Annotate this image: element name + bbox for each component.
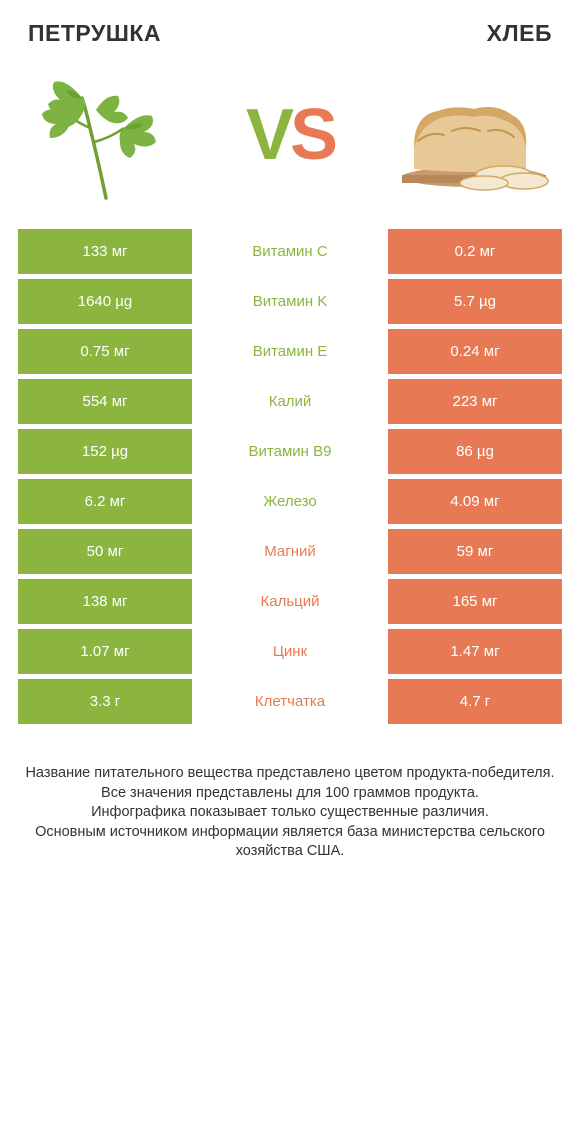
nutrient-label: Калий [192, 379, 388, 424]
left-value: 133 мг [18, 229, 192, 274]
table-row: 133 мгВитамин C0.2 мг [18, 229, 562, 274]
footer-line: Название питательного вещества представл… [22, 764, 558, 784]
left-value: 1640 µg [18, 279, 192, 324]
nutrient-label: Витамин B9 [192, 429, 388, 474]
left-value: 0.75 мг [18, 329, 192, 374]
table-row: 0.75 мгВитамин E0.24 мг [18, 329, 562, 374]
right-value: 0.2 мг [388, 229, 562, 274]
right-value: 4.09 мг [388, 479, 562, 524]
table-row: 6.2 мгЖелезо4.09 мг [18, 479, 562, 524]
table-row: 138 мгКальций165 мг [18, 579, 562, 624]
nutrient-table: 133 мгВитамин C0.2 мг 1640 µgВитамин K5.7… [18, 229, 562, 724]
vs-s: S [290, 94, 334, 176]
right-value: 0.24 мг [388, 329, 562, 374]
left-value: 1.07 мг [18, 629, 192, 674]
nutrient-label: Витамин K [192, 279, 388, 324]
vs-label: VS [246, 94, 334, 176]
footer-notes: Название питательного вещества представл… [18, 764, 562, 862]
left-value: 152 µg [18, 429, 192, 474]
footer-line: Основным источником информации является … [22, 823, 558, 862]
left-value: 554 мг [18, 379, 192, 424]
left-value: 50 мг [18, 529, 192, 574]
right-value: 1.47 мг [388, 629, 562, 674]
header: ПЕТРУШКА ХЛЕБ [18, 20, 562, 47]
footer-line: Все значения представлены для 100 граммо… [22, 784, 558, 804]
bread-icon [394, 65, 554, 205]
table-row: 152 µgВитамин B986 µg [18, 429, 562, 474]
vs-v: V [246, 94, 290, 176]
images-row: VS [18, 65, 562, 205]
right-value: 4.7 г [388, 679, 562, 724]
right-value: 86 µg [388, 429, 562, 474]
table-row: 1.07 мгЦинк1.47 мг [18, 629, 562, 674]
table-row: 554 мгКалий223 мг [18, 379, 562, 424]
right-value: 5.7 µg [388, 279, 562, 324]
parsley-icon [26, 65, 186, 205]
nutrient-label: Витамин C [192, 229, 388, 274]
nutrient-label: Цинк [192, 629, 388, 674]
comparison-infographic: ПЕТРУШКА ХЛЕБ VS [0, 0, 580, 882]
nutrient-label: Клетчатка [192, 679, 388, 724]
nutrient-label: Железо [192, 479, 388, 524]
right-product-title: ХЛЕБ [487, 20, 552, 47]
right-value: 59 мг [388, 529, 562, 574]
right-value: 223 мг [388, 379, 562, 424]
right-value: 165 мг [388, 579, 562, 624]
left-value: 138 мг [18, 579, 192, 624]
nutrient-label: Витамин E [192, 329, 388, 374]
footer-line: Инфографика показывает только существенн… [22, 803, 558, 823]
nutrient-label: Магний [192, 529, 388, 574]
table-row: 1640 µgВитамин K5.7 µg [18, 279, 562, 324]
table-row: 3.3 гКлетчатка4.7 г [18, 679, 562, 724]
nutrient-label: Кальций [192, 579, 388, 624]
left-product-title: ПЕТРУШКА [28, 20, 161, 47]
table-row: 50 мгМагний59 мг [18, 529, 562, 574]
left-value: 3.3 г [18, 679, 192, 724]
left-value: 6.2 мг [18, 479, 192, 524]
